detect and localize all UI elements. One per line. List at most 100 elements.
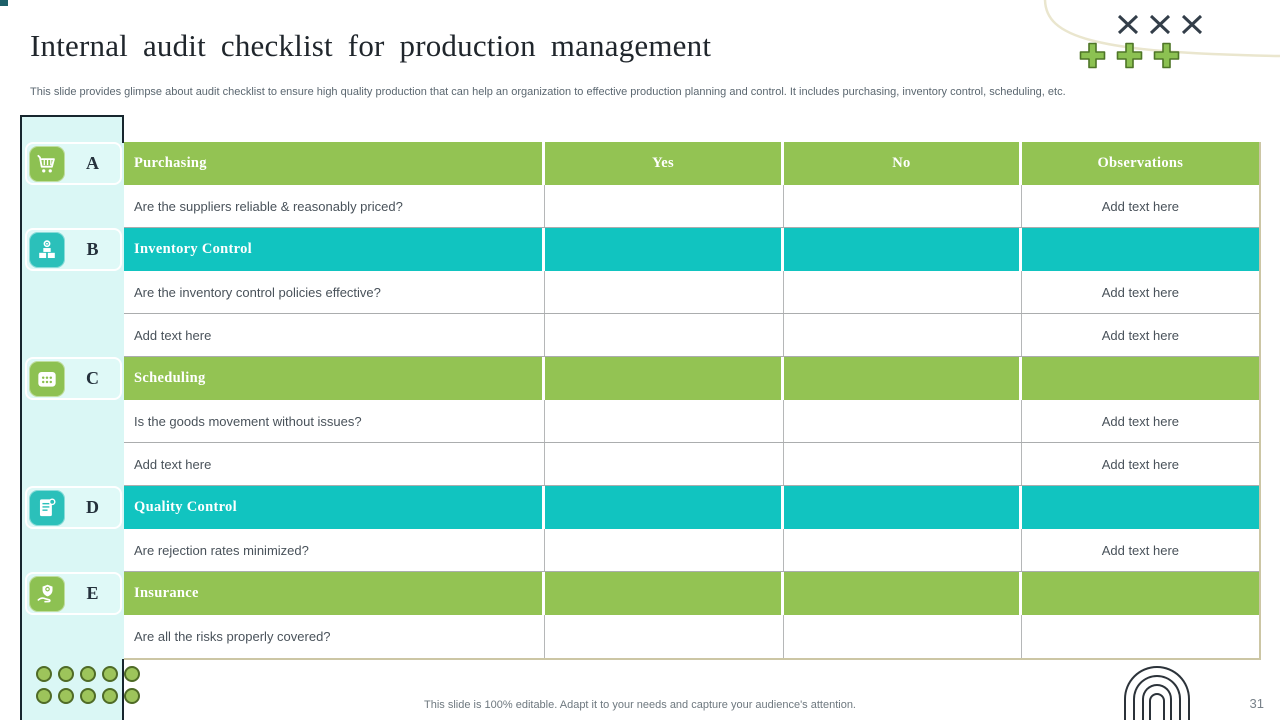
column-header-yes[interactable] [545, 357, 784, 400]
column-header-yes[interactable] [545, 572, 784, 615]
section-header-row: Scheduling [124, 357, 1259, 400]
page-title: Internal audit checklist for production … [30, 28, 712, 63]
x-icon [1117, 14, 1139, 35]
sidebar-section-d[interactable]: D [25, 486, 122, 529]
column-header-no[interactable] [784, 486, 1022, 529]
no-cell[interactable] [784, 615, 1022, 658]
dot [124, 688, 140, 704]
section-letter: E [86, 583, 99, 603]
column-header-observations[interactable] [1022, 357, 1259, 400]
plus-icon [1153, 42, 1180, 69]
observations-cell[interactable]: Add text here [1101, 456, 1180, 472]
section-letter: A [86, 153, 99, 173]
table-row: Are all the risks properly covered? [124, 615, 1259, 658]
observations-cell[interactable]: Add text here [1101, 198, 1180, 214]
column-header-observations[interactable] [1022, 228, 1259, 271]
table-row: Are rejection rates minimized? Add text h… [124, 529, 1259, 572]
table-row: Are the suppliers reliable & reasonably … [124, 185, 1259, 228]
sidebar-section-c[interactable]: C [25, 357, 122, 400]
dot [36, 688, 52, 704]
column-header-observations[interactable]: Observations [1097, 155, 1184, 171]
section-header-row: Purchasing Yes No Observations [124, 142, 1259, 185]
page-number: 31 [1249, 696, 1264, 711]
column-header-no[interactable] [784, 228, 1022, 271]
x-icon [1181, 14, 1203, 35]
inventory-boxes-icon [29, 231, 65, 268]
dot [80, 688, 96, 704]
section-letter: D [86, 497, 99, 517]
question-cell[interactable]: Add text here [124, 443, 546, 485]
observations-cell[interactable]: Add text here [1101, 413, 1180, 429]
no-cell[interactable] [784, 314, 1022, 356]
dot [58, 688, 74, 704]
section-title-cell[interactable]: Quality Control [124, 486, 546, 529]
question-cell[interactable]: Are rejection rates minimized? [124, 529, 546, 571]
fingerprint-arc [1149, 693, 1165, 720]
page-subtitle: This slide provides glimpse about audit … [30, 86, 1066, 98]
question-cell[interactable]: Is the goods movement without issues? [124, 400, 546, 442]
dots-row [33, 663, 145, 685]
section-header-row: Insurance [124, 572, 1259, 615]
section-letter: C [86, 368, 99, 388]
section-title-cell[interactable]: Insurance [124, 572, 546, 615]
no-cell[interactable] [784, 271, 1022, 313]
table-row: Add text here Add text here [124, 443, 1259, 486]
section-title-cell[interactable]: Scheduling [124, 357, 546, 400]
yes-cell[interactable] [545, 185, 784, 227]
column-header-yes[interactable]: Yes [545, 142, 784, 185]
x-icons-group [1116, 13, 1204, 36]
plus-icon [1116, 42, 1143, 69]
column-header-observations[interactable] [1022, 572, 1259, 615]
plus-icons-group [1079, 42, 1180, 69]
observations-cell[interactable]: Add text here [1101, 542, 1180, 558]
sidebar-border-top [20, 115, 124, 117]
corner-accent-square [0, 0, 8, 6]
dot [58, 666, 74, 682]
sidebar-section-b[interactable]: B [25, 228, 122, 271]
question-cell[interactable]: Are the suppliers reliable & reasonably … [124, 185, 546, 227]
sidebar-border-tab [122, 115, 124, 143]
no-cell[interactable] [784, 400, 1022, 442]
column-header-observations[interactable] [1022, 486, 1259, 529]
section-title-cell[interactable]: Purchasing [124, 142, 546, 185]
observations-cell[interactable]: Add text here [1101, 284, 1180, 300]
no-cell[interactable] [784, 443, 1022, 485]
yes-cell[interactable] [545, 443, 784, 485]
question-cell[interactable]: Add text here [124, 314, 546, 356]
no-cell[interactable] [784, 529, 1022, 571]
observations-cell[interactable] [1022, 615, 1259, 658]
calendar-icon [29, 360, 65, 397]
fingerprint-arc [1124, 666, 1190, 720]
dot [36, 666, 52, 682]
section-header-row: Quality Control [124, 486, 1259, 529]
section-header-row: Inventory Control [124, 228, 1259, 271]
column-header-yes[interactable] [545, 228, 784, 271]
sidebar-section-a[interactable]: A [25, 142, 122, 185]
yes-cell[interactable] [545, 529, 784, 571]
column-header-no[interactable]: No [784, 142, 1022, 185]
dots-row [33, 685, 145, 707]
dot [102, 688, 118, 704]
observations-cell[interactable]: Add text here [1101, 327, 1180, 343]
fingerprint-decoration [1122, 664, 1198, 720]
yes-cell[interactable] [545, 314, 784, 356]
inspection-document-icon [29, 489, 65, 526]
question-cell[interactable]: Are the inventory control policies effec… [124, 271, 546, 313]
column-header-yes[interactable] [545, 486, 784, 529]
question-cell[interactable]: Are all the risks properly covered? [124, 615, 546, 658]
column-header-no[interactable] [784, 357, 1022, 400]
column-header-no[interactable] [784, 572, 1022, 615]
section-title-cell[interactable]: Inventory Control [124, 228, 546, 271]
yes-cell[interactable] [545, 271, 784, 313]
x-icon [1149, 14, 1171, 35]
fingerprint-arc [1133, 675, 1181, 720]
sidebar [22, 117, 124, 720]
yes-cell[interactable] [545, 615, 784, 658]
sidebar-section-e[interactable]: E [25, 572, 122, 615]
footer-note: This slide is 100% editable. Adapt it to… [424, 699, 856, 711]
no-cell[interactable] [784, 185, 1022, 227]
sidebar-border-left [20, 115, 22, 720]
table-row: Add text here Add text here [124, 314, 1259, 357]
yes-cell[interactable] [545, 400, 784, 442]
shopping-cart-icon [29, 145, 65, 182]
